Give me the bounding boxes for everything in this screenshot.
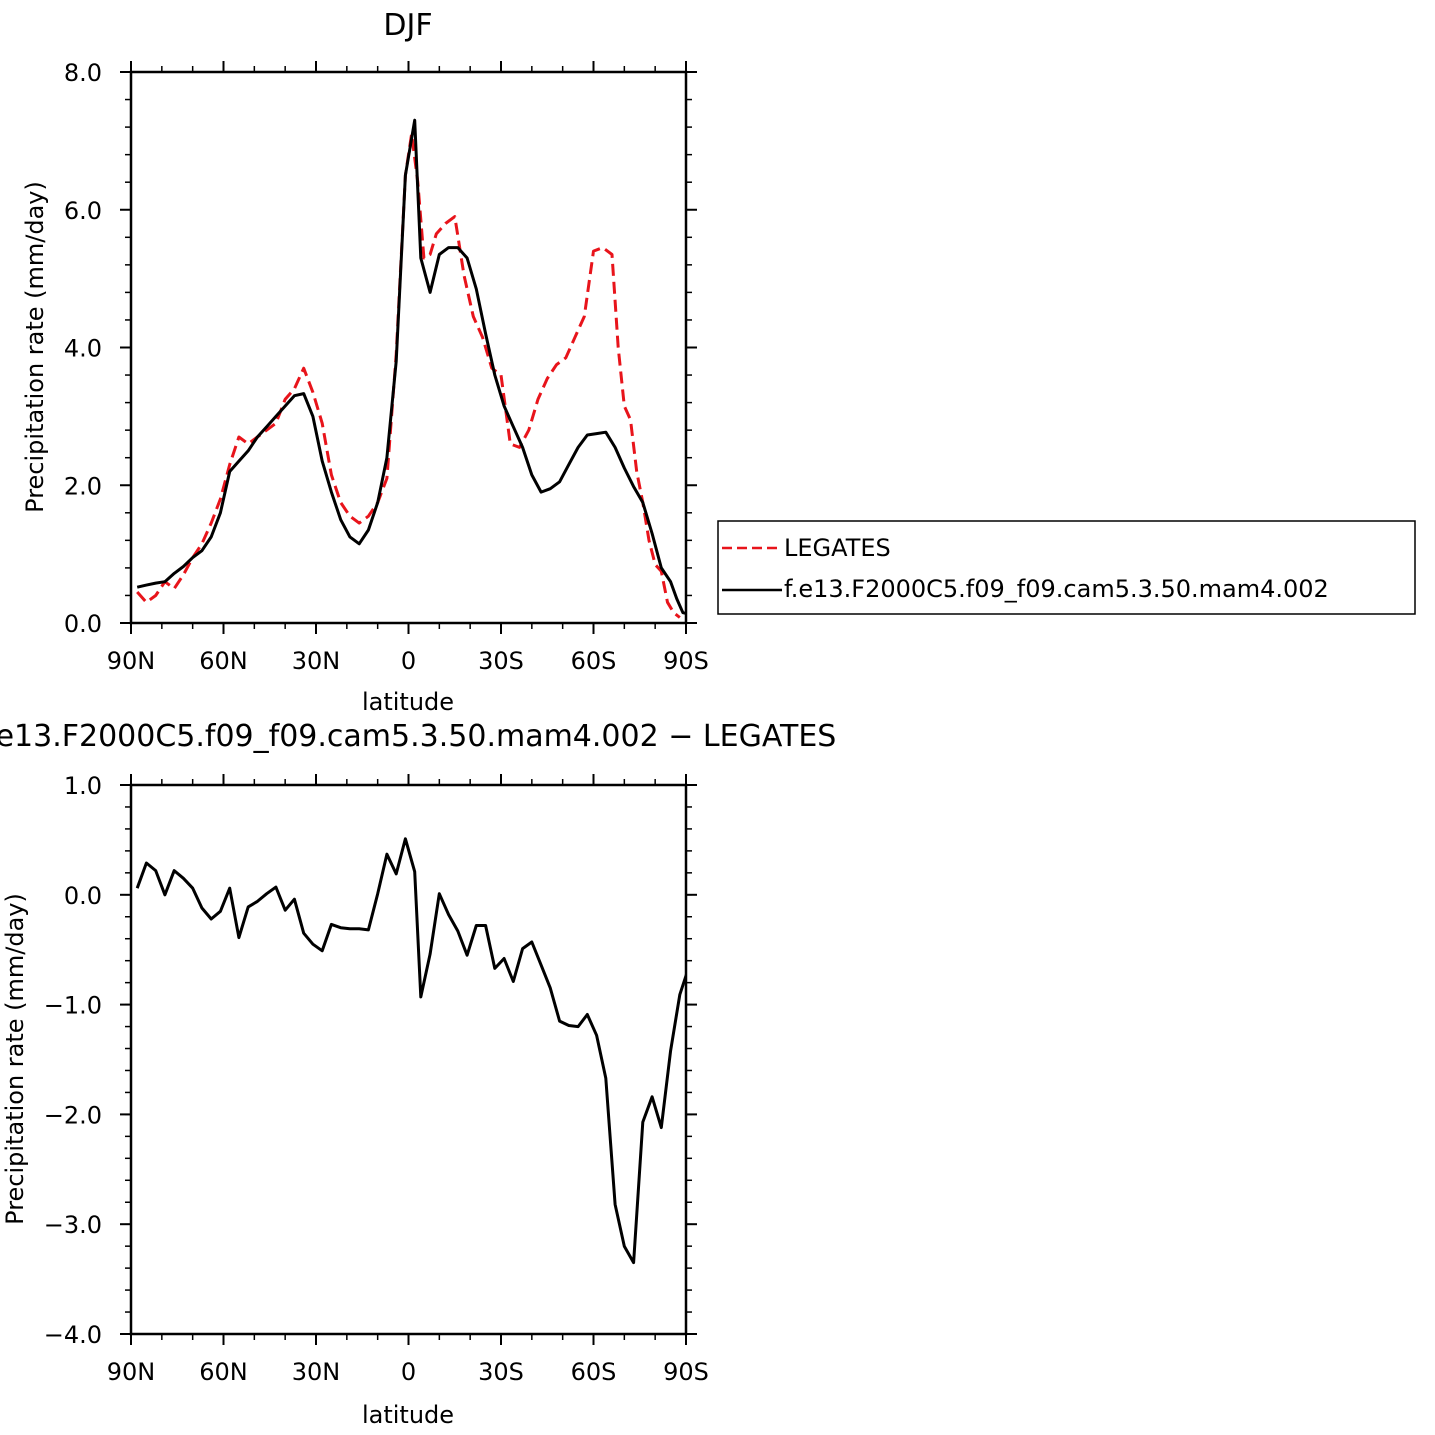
panel-1-x-tick-label: 60N	[199, 1358, 248, 1386]
panel-1-x-tick-label: 90S	[663, 1358, 709, 1386]
panel-0-x-tick-label: 30N	[292, 647, 341, 675]
panel-1-x-tick-label: 30S	[478, 1358, 524, 1386]
bottom-panel: f.e13.F2000C5.f09_f09.cam5.3.50.mam4.002…	[0, 719, 836, 1429]
legend-label-model: f.e13.F2000C5.f09_f09.cam5.3.50.mam4.002	[784, 575, 1329, 603]
top-panel-x-axis-label: latitude	[362, 688, 454, 716]
panel-0-x-tick-label: 30S	[478, 647, 524, 675]
panel-1-y-tick-label: −4.0	[44, 1321, 102, 1349]
top-panel-title: DJF	[383, 8, 432, 43]
legend-box	[717, 520, 1416, 615]
panel-0-y-tick-label: 0.0	[64, 610, 102, 638]
panel-0-y-tick-label: 2.0	[64, 472, 102, 500]
panel-0-series-0-line	[136, 132, 681, 619]
panel-1-y-tick-label: 1.0	[64, 772, 102, 800]
panel-0-x-tick-label: 60S	[571, 647, 617, 675]
panel-1-x-tick-label: 30N	[292, 1358, 341, 1386]
panel-0-y-tick-label: 8.0	[64, 59, 102, 87]
legend-label-legates: LEGATES	[784, 534, 891, 562]
panel-0-x-tick-label: 90S	[663, 647, 709, 675]
panel-1-y-tick-label: −2.0	[44, 1101, 102, 1129]
panel-1-y-tick-label: −1.0	[44, 992, 102, 1020]
panel-1-series-0-line	[135, 837, 686, 1265]
legend: LEGATES f.e13.F2000C5.f09_f09.cam5.3.50.…	[717, 520, 1416, 615]
panel-0-x-tick-label: 60N	[199, 647, 248, 675]
bottom-panel-x-axis-label: latitude	[362, 1401, 454, 1429]
panel-1-x-tick-label: 60S	[571, 1358, 617, 1386]
top-panel-y-axis-label: Precipitation rate (mm/day)	[21, 181, 49, 513]
panel-1-x-tick-label: 0	[401, 1358, 416, 1386]
panel-0-y-tick-label: 6.0	[64, 197, 102, 225]
top-panel: DJF 90N 60N 30N 0 30S 60S 90S 0.0 2.0 4.0 6.0 8.0 l…	[21, 8, 709, 716]
panel-0-y-tick-label: 4.0	[64, 335, 102, 363]
panel-0-series-1-line	[136, 118, 686, 615]
bottom-panel-title: f.e13.F2000C5.f09_f09.cam5.3.50.mam4.002…	[0, 719, 836, 754]
bottom-panel-y-axis-label: Precipitation rate (mm/day)	[1, 893, 29, 1225]
panel-0-x-tick-label: 90N	[107, 647, 156, 675]
panel-1-y-tick-label: −3.0	[44, 1211, 102, 1239]
panel-0-x-tick-label: 0	[401, 647, 416, 675]
panel-1-y-tick-label: 0.0	[64, 882, 102, 910]
panel-1-x-tick-label: 90N	[107, 1358, 156, 1386]
